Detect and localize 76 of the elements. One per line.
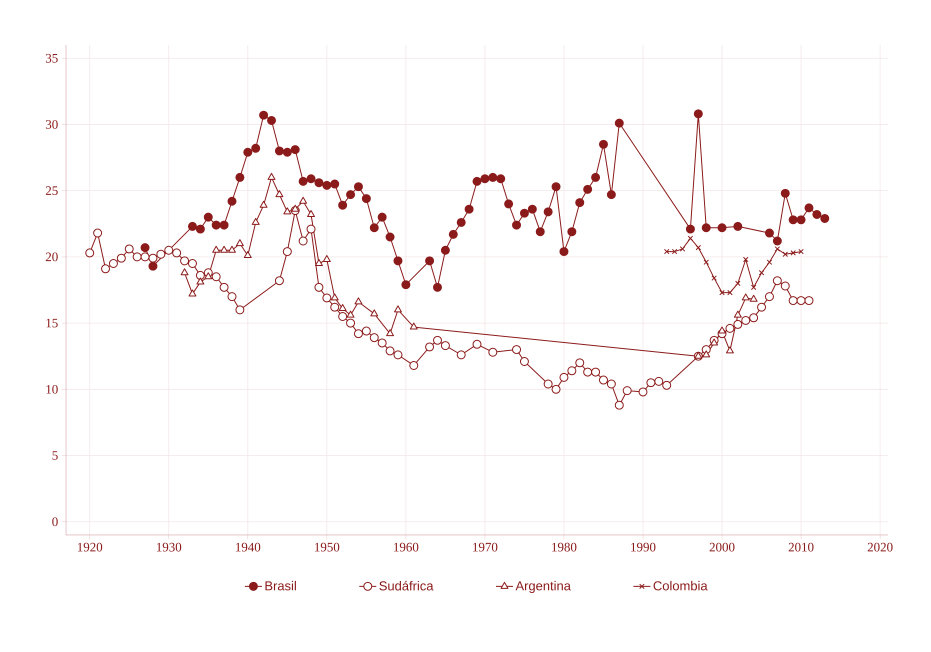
point [782,251,788,257]
point [672,248,678,254]
legend-label: Argentina [516,580,571,593]
x-tick-label: 1960 [394,542,418,552]
point [734,310,742,318]
point [742,256,748,262]
point [260,200,268,208]
point [291,204,300,212]
point [688,236,694,242]
point [236,239,244,246]
point [719,290,725,296]
y-tick-label: 25 [46,186,58,196]
legend-label: Brasil [265,580,296,590]
point [711,275,717,281]
point [742,293,750,300]
x-tick-label: 1980 [552,542,576,552]
point [370,309,378,316]
x-tick-label: 1930 [156,542,182,552]
point [268,172,276,180]
point [322,255,331,262]
point [702,350,710,358]
x-tick-label: 1970 [473,542,498,552]
y-tick-label: 10 [46,384,58,394]
point [790,250,796,256]
point [346,310,354,318]
point [664,248,670,254]
point [220,246,228,253]
point [307,210,315,217]
y-tick-label: 30 [46,120,58,129]
point [750,294,758,302]
point [338,304,347,312]
y-tick-label: 20 [46,252,58,262]
point [766,259,772,265]
x-tick-label: 2010 [788,542,814,552]
y-tick-label: 35 [46,54,58,63]
point [330,293,339,300]
point [718,326,726,334]
point [228,246,236,253]
point [710,338,718,346]
point [726,346,734,354]
y-tick-label: 5 [52,451,58,460]
point [314,259,323,266]
x-tick-label: 1940 [236,542,260,552]
point [354,297,362,304]
point [180,268,189,276]
point [212,246,220,253]
point [758,270,764,276]
x-tick-label: 1990 [631,542,656,552]
x-tick-label: 2000 [710,542,734,552]
point [188,289,196,296]
x-tick-label: 1920 [78,542,102,552]
legend-label: Sudáfrica [379,580,434,590]
legend-label: Colombia [654,580,708,590]
point [680,246,686,252]
point [703,259,709,265]
point [696,244,702,250]
point [394,305,402,312]
x-tick-label: 1950 [315,542,340,552]
point [244,251,252,258]
point [204,272,212,280]
point [275,190,284,198]
point [798,248,804,254]
point [694,352,702,359]
point [727,290,733,296]
x-tick-label: 2020 [868,542,893,552]
point [735,280,741,286]
y-tick-label: 0 [52,517,58,526]
point [252,218,260,225]
point [410,322,418,330]
point [774,246,780,252]
point [196,278,204,285]
y-tick-label: 15 [46,318,58,328]
point [299,196,308,204]
point [750,284,756,290]
point [386,329,394,336]
point [283,207,292,214]
